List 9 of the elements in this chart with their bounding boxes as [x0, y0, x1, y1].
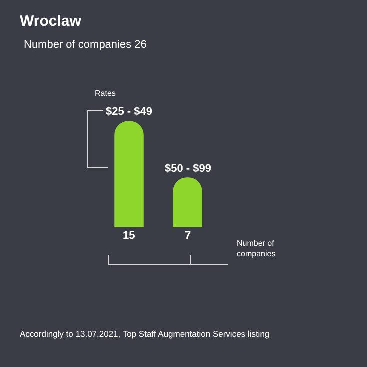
chart-title: Wroclaw: [20, 13, 82, 30]
x-tick-label: $25 - $49: [106, 106, 152, 118]
x-tick-label: $50 - $99: [165, 163, 212, 175]
text: Accordingly to 13.07.2021, Top Staff Augmentation Services listing: [20, 329, 270, 339]
text: Rates: [95, 89, 116, 98]
data-label: 15: [123, 230, 136, 242]
data-label: 7: [185, 230, 192, 242]
chart-subtitle: Number of companies 26: [24, 39, 147, 51]
text: Number of companies: [237, 239, 276, 258]
